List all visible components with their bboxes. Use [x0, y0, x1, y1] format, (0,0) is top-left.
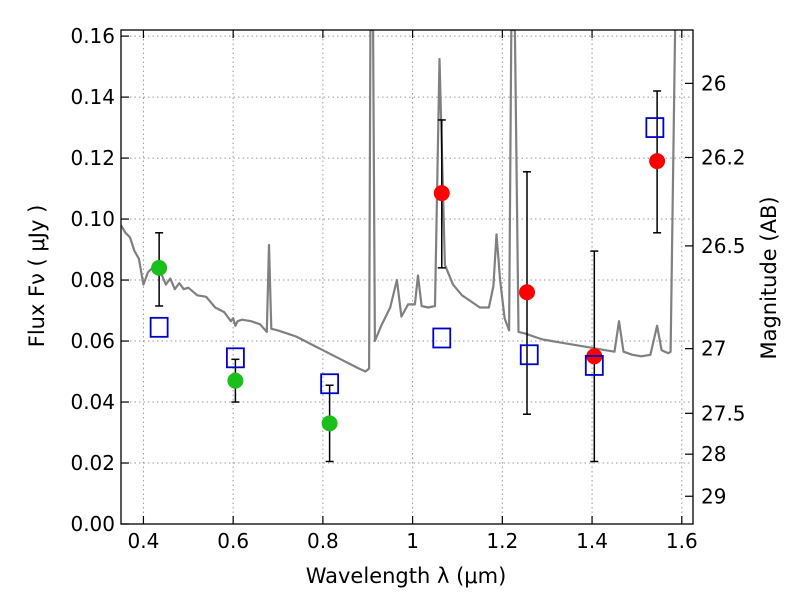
y2-axis-title: Magnitude (AB)	[757, 196, 781, 359]
y-tick-label: 0.04	[70, 390, 115, 414]
data-square	[645, 117, 665, 138]
data-square	[225, 347, 245, 369]
y2-tick-label: 28	[701, 442, 726, 466]
data-point	[227, 372, 244, 389]
y2-ticks: 26 26.2 26.5 27 27.5 28 29	[685, 71, 746, 508]
model-line	[121, 30, 677, 373]
data-square	[320, 373, 340, 395]
y2-tick-label: 26.5	[701, 234, 746, 258]
y2-tick-label: 26	[701, 71, 726, 95]
y2-tick-label: 27	[701, 337, 726, 361]
model-spectrum	[121, 30, 677, 373]
x-tick-label: 1	[406, 529, 419, 553]
data-point	[649, 153, 666, 170]
x-ticks: 0.4 0.6 0.8 1 1.2 1.4 1.6	[128, 30, 698, 553]
x-tick-label: 1.4	[576, 529, 608, 553]
y-tick-label: 0.08	[70, 268, 115, 292]
y-tick-label: 0.14	[70, 85, 115, 109]
data-point	[151, 259, 168, 276]
data-square	[432, 327, 452, 349]
data-point	[321, 415, 338, 432]
data-point	[433, 185, 450, 202]
data-square	[519, 344, 539, 366]
y2-tick-label: 29	[701, 484, 726, 508]
data-square	[149, 316, 169, 338]
data-point	[519, 284, 536, 301]
y-tick-label: 0.12	[70, 146, 115, 170]
y-tick-label: 0.16	[70, 24, 115, 48]
x-tick-label: 0.6	[217, 529, 249, 553]
y-tick-label: 0.06	[70, 329, 115, 353]
y-axis-title: Flux Fν ( μJy )	[25, 205, 49, 348]
x-tick-label: 1.2	[486, 529, 518, 553]
x-tick-label: 0.4	[128, 529, 160, 553]
y-tick-label: 0.10	[70, 207, 115, 231]
data-markers	[149, 117, 666, 432]
x-tick-label: 0.8	[307, 529, 339, 553]
y-tick-label: 0.00	[70, 512, 115, 536]
x-axis-title: Wavelength λ (μm)	[306, 564, 507, 588]
y2-tick-label: 27.5	[701, 401, 746, 425]
y2-tick-label: 26.2	[701, 145, 746, 169]
data-square	[584, 355, 604, 376]
y-ticks: 0.00 0.02 0.04 0.06 0.08 0.10 0.12 0.14 0.16	[70, 24, 129, 536]
y-tick-label: 0.02	[70, 451, 115, 475]
plot-frame	[120, 29, 694, 525]
x-tick-label: 1.6	[666, 529, 698, 553]
